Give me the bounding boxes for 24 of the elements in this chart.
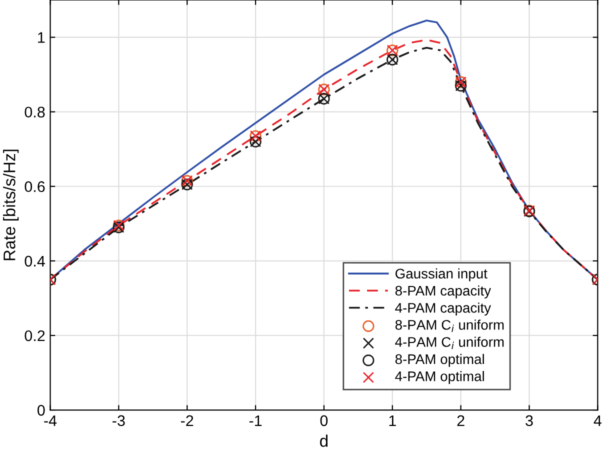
legend-label: 4-PAM optimal: [395, 371, 484, 384]
legend-label: 8-PAM C$_{i}$ uniform: [395, 320, 504, 332]
x-tick-label: -1: [249, 415, 262, 426]
y-tick-label: 0.8: [24, 106, 45, 118]
y-tick-label: 0.4: [24, 256, 45, 267]
x-tick-label: 0: [320, 415, 328, 426]
legend-label: 4-PAM capacity: [395, 302, 492, 316]
x-tick-label: 1: [389, 415, 396, 426]
y-tick-label: 0.6: [24, 181, 45, 192]
x-tick-label: -3: [112, 415, 125, 426]
x-tick-label: -4: [44, 415, 57, 426]
x-tick-label: -2: [181, 415, 194, 426]
legend-label: Gaussian input: [396, 268, 488, 282]
x-axis-title: d: [320, 434, 328, 447]
y-tick-label: 1: [38, 32, 45, 43]
y-tick-label: 0.2: [24, 330, 45, 342]
legend-label: 8-PAM optimal: [395, 354, 484, 367]
y-tick-label: 0: [38, 404, 45, 416]
x-tick-label: 4: [594, 415, 602, 426]
x-tick-label: 2: [457, 415, 464, 426]
x-tick-label: 3: [526, 415, 533, 426]
legend-label: 8-PAM capacity: [395, 285, 492, 298]
y-axis-title: Rate [bits/s/Hz]: [3, 150, 19, 260]
legend-label: 4-PAM C$_{i}$ uniform: [395, 336, 504, 350]
